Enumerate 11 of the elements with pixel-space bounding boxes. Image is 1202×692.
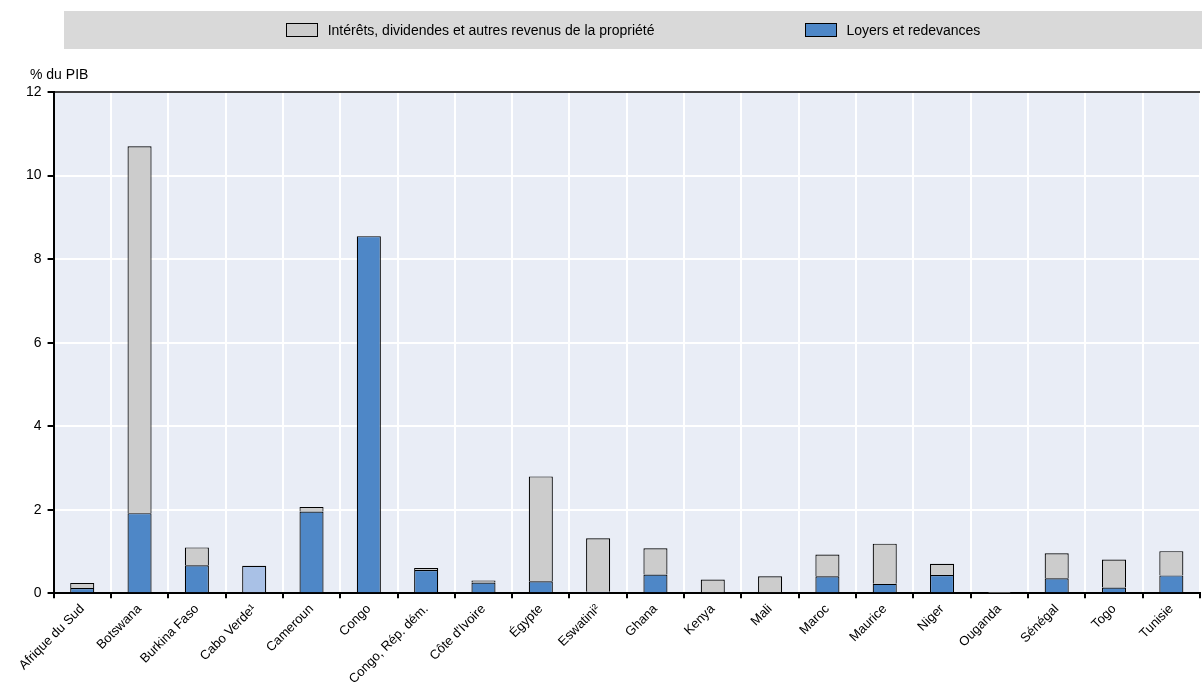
y-tick-label: 12 [25,82,42,99]
y-tick-label: 10 [25,166,42,183]
y-tick-label: 4 [33,417,42,434]
legend-label: Loyers et redevances [846,22,981,38]
y-tick-label: 6 [33,333,42,350]
y-tick-label: 2 [33,500,42,517]
y-tick-label: 0 [33,584,42,601]
legend-label: Intérêts, dividendes et autres revenus de la propriété [327,22,655,38]
y-tick-label: 8 [33,249,42,266]
y-axis-title: % du PIB [30,66,89,82]
x-tick-label: Togo [1088,600,1119,632]
